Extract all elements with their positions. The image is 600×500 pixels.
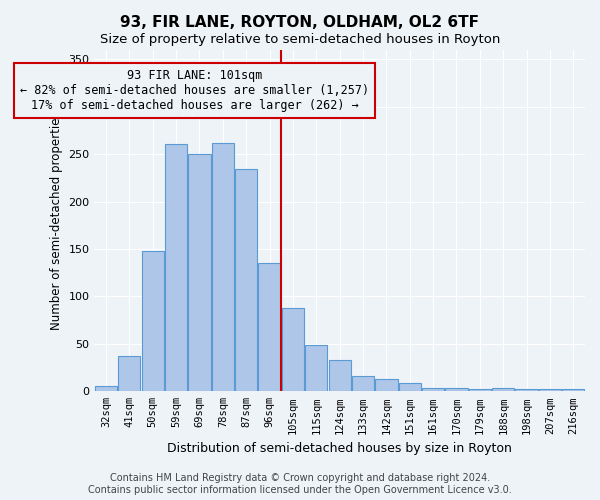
Bar	[212, 143, 234, 392]
Text: Size of property relative to semi-detached houses in Royton: Size of property relative to semi-detach…	[100, 32, 500, 46]
Bar	[282, 308, 304, 392]
X-axis label: Distribution of semi-detached houses by size in Royton: Distribution of semi-detached houses by …	[167, 442, 512, 455]
Bar	[492, 388, 514, 392]
Bar	[352, 376, 374, 392]
Text: 93, FIR LANE, ROYTON, OLDHAM, OL2 6TF: 93, FIR LANE, ROYTON, OLDHAM, OL2 6TF	[121, 15, 479, 30]
Bar	[305, 345, 328, 392]
Bar	[445, 388, 467, 392]
Bar	[562, 390, 584, 392]
Bar	[422, 388, 444, 392]
Bar	[515, 390, 538, 392]
Bar	[95, 386, 117, 392]
Bar	[259, 264, 281, 392]
Bar	[165, 144, 187, 392]
Bar	[235, 168, 257, 392]
Text: 93 FIR LANE: 101sqm
← 82% of semi-detached houses are smaller (1,257)
17% of sem: 93 FIR LANE: 101sqm ← 82% of semi-detach…	[20, 69, 370, 112]
Bar	[118, 356, 140, 392]
Y-axis label: Number of semi-detached properties: Number of semi-detached properties	[50, 112, 63, 330]
Bar	[376, 379, 398, 392]
Bar	[329, 360, 351, 392]
Bar	[142, 251, 164, 392]
Bar	[398, 383, 421, 392]
Bar	[539, 390, 561, 392]
Bar	[469, 390, 491, 392]
Bar	[188, 154, 211, 392]
Text: Contains HM Land Registry data © Crown copyright and database right 2024.
Contai: Contains HM Land Registry data © Crown c…	[88, 474, 512, 495]
